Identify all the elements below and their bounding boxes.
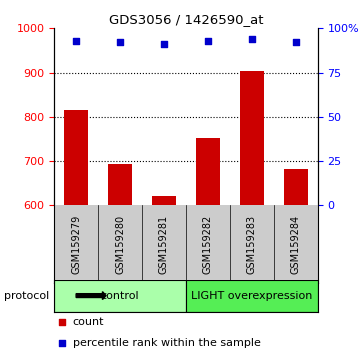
- Point: [293, 40, 299, 45]
- Text: GSM159284: GSM159284: [291, 215, 301, 274]
- Text: count: count: [73, 317, 104, 327]
- Text: GSM159281: GSM159281: [159, 215, 169, 274]
- Bar: [284, 169, 308, 205]
- Text: GSM159282: GSM159282: [203, 215, 213, 274]
- Point: [249, 36, 255, 42]
- Text: percentile rank within the sample: percentile rank within the sample: [73, 338, 261, 348]
- Point: [59, 341, 65, 346]
- Text: control: control: [101, 291, 139, 301]
- Bar: [186, 280, 318, 312]
- Point: [59, 319, 65, 325]
- Bar: [152, 195, 176, 205]
- Title: GDS3056 / 1426590_at: GDS3056 / 1426590_at: [109, 13, 263, 26]
- Point: [73, 38, 79, 44]
- Bar: [64, 110, 88, 205]
- Point: [117, 40, 123, 45]
- Bar: [108, 164, 132, 205]
- Text: GSM159280: GSM159280: [115, 215, 125, 274]
- Text: LIGHT overexpression: LIGHT overexpression: [191, 291, 313, 301]
- FancyArrow shape: [76, 292, 106, 299]
- Bar: [240, 71, 264, 205]
- Bar: [54, 280, 186, 312]
- Bar: [196, 138, 220, 205]
- Text: GSM159279: GSM159279: [71, 215, 81, 274]
- Text: protocol: protocol: [4, 291, 49, 301]
- Text: GSM159283: GSM159283: [247, 215, 257, 274]
- Point: [161, 41, 167, 47]
- Point: [205, 38, 211, 44]
